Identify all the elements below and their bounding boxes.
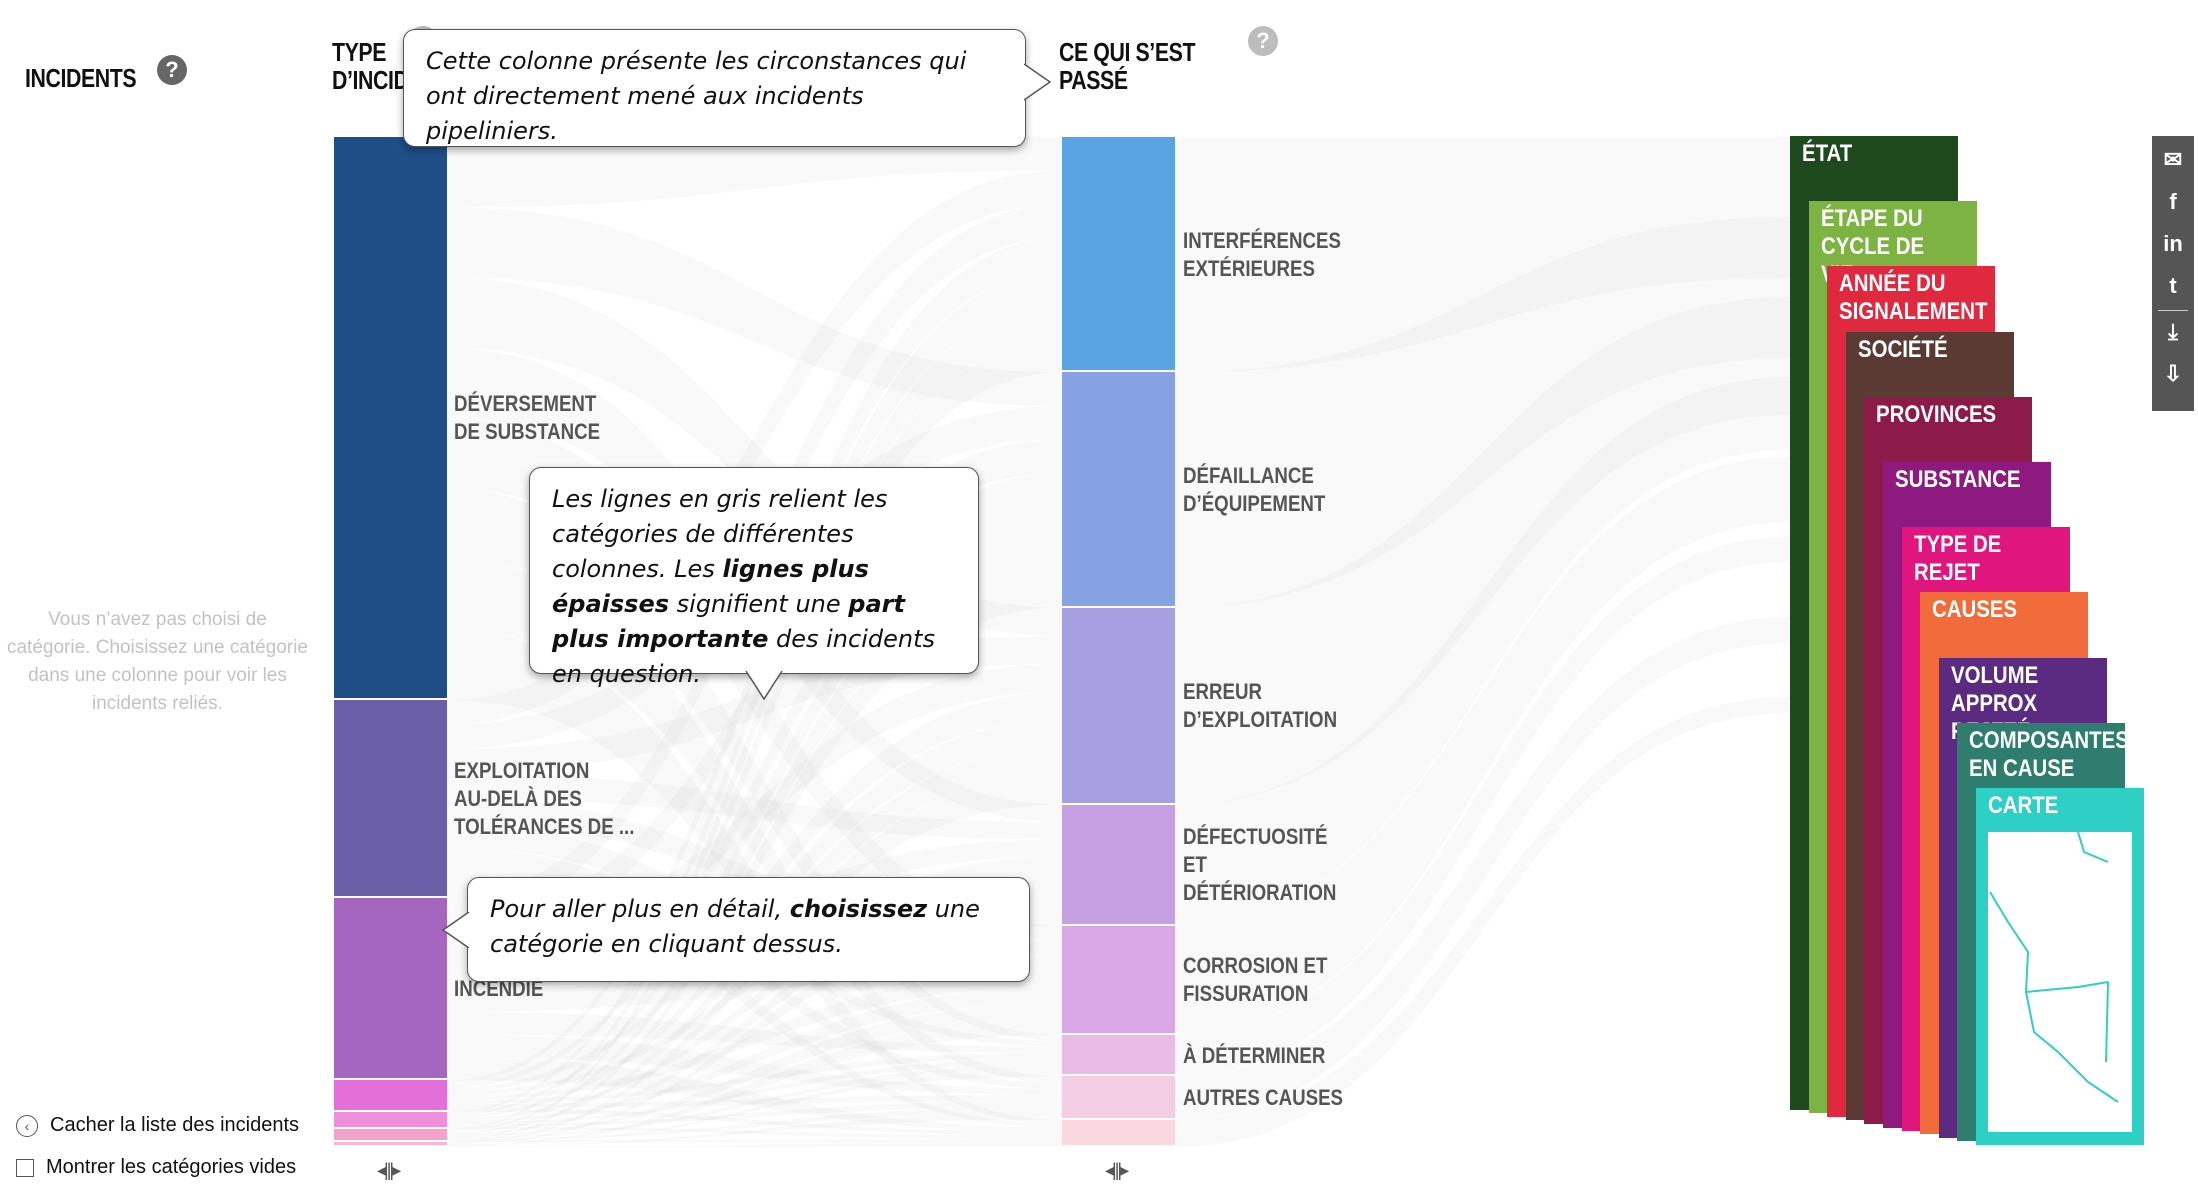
show-empty-categories-label: Montrer les catégories vides [46, 1156, 297, 1178]
empty-selection-message: Vous n’avez pas choisi de catégorie. Cho… [6, 609, 308, 714]
column-card-title: CAUSES [1932, 596, 2018, 624]
what-happened-segment[interactable] [1062, 925, 1175, 1033]
grey-lines-tooltip-pointer [745, 671, 783, 701]
grey-lines-tooltip: Les lignes en gris relient les catégorie… [529, 467, 979, 688]
incidents-help-icon[interactable]: ? [157, 55, 187, 85]
what-happened-label[interactable]: AUTRES CAUSES [1183, 1085, 1344, 1110]
detail-tooltip-pointer [441, 912, 470, 948]
what-happened-label[interactable]: DÉFECTUOSITÉ ET DÉTÉRIORATION [1183, 824, 1337, 906]
linkedin-icon[interactable]: in [2163, 231, 2183, 256]
column-card[interactable]: CARTE [1976, 788, 2144, 1145]
column-info-tooltip-pointer [1024, 63, 1052, 101]
column-card-title: ÉTAPE DU CYCLE DE VIE [1820, 205, 1924, 288]
detail-text-b: choisissez [789, 895, 928, 923]
type-incident-header-line1: TYPE [332, 37, 387, 67]
incident-type-segment[interactable] [334, 137, 447, 698]
image-download-icon[interactable]: ⤓ [2168, 319, 2178, 344]
what-happened-segment[interactable] [1062, 372, 1175, 606]
incident-type-segment[interactable] [334, 1111, 447, 1127]
show-empty-categories-option[interactable]: Montrer les catégories vides [16, 1156, 296, 1179]
what-happened-segment[interactable] [1062, 1119, 1175, 1145]
incident-type-label[interactable]: EXPLOITATION AU-DELÀ DES TOLÉRANCES DE .… [454, 757, 635, 839]
show-empty-categories-checkbox[interactable] [16, 1158, 34, 1177]
what-happened-segment[interactable] [1062, 804, 1175, 924]
column-card-title: CARTE [1988, 792, 2059, 819]
hide-incident-list-label: Cacher la liste des incidents [50, 1114, 300, 1136]
what-happened-help-icon[interactable]: ? [1248, 26, 1278, 56]
grey-lines-text-b: lignes plus épaisses [552, 555, 869, 618]
incident-type-drag-handle[interactable]: ◂|||▸ [377, 1160, 401, 1180]
column-card-title: ANNÉE DU SIGNALEMENT [1839, 270, 1988, 326]
what-happened-label[interactable]: INTERFÉRENCES EXTÉRIEURES [1183, 227, 1341, 281]
detail-tooltip: Pour aller plus en détail, choisissez un… [467, 877, 1030, 982]
incident-type-segment[interactable] [334, 699, 447, 896]
what-happened-segment[interactable] [1062, 1034, 1175, 1075]
collapse-arrow-icon: ‹ [16, 1114, 38, 1137]
column-card-title: PROVINCES [1876, 400, 1997, 428]
incident-type-label[interactable]: DÉVERSEMENT DE SUBSTANCE [454, 391, 601, 445]
column-card-title: SOCIÉTÉ [1857, 335, 1948, 363]
share-toolbar: ✉ f in t ⤓ ⇩ [2152, 136, 2194, 411]
facebook-icon[interactable]: f [2169, 189, 2177, 214]
what-happened-segment[interactable] [1062, 607, 1175, 803]
data-download-icon[interactable]: ⇩ [2163, 361, 2183, 386]
column-card-title: ÉTAT [1802, 140, 1853, 167]
what-happened-header-line2: PASSÉ [1059, 65, 1128, 95]
email-icon[interactable]: ✉ [2163, 147, 2183, 172]
what-happened-header-line1: CE QUI S’EST [1059, 37, 1196, 67]
what-happened-label[interactable]: ERREUR D’EXPLOITATION [1183, 679, 1338, 733]
column-info-text: Cette colonne présente les circonstances… [426, 47, 967, 145]
incident-type-column [334, 137, 447, 1147]
what-happened-segment[interactable] [1062, 1076, 1175, 1118]
incidents-header: INCIDENTS [25, 63, 137, 93]
what-happened-header: CE QUI S’EST PASSÉ [1059, 38, 1195, 94]
what-happened-label[interactable]: CORROSION ET FISSURATION [1183, 953, 1328, 1007]
what-happened-label[interactable]: À DÉTERMINER [1183, 1042, 1326, 1068]
detail-text-c: une catégorie en cliquant dessus. [490, 895, 980, 958]
what-happened-drag-handle[interactable]: ◂|||▸ [1105, 1160, 1129, 1180]
column-card-title: TYPE DE REJET [1913, 531, 2001, 587]
column-info-tooltip: Cette colonne présente les circonstances… [403, 29, 1026, 147]
detail-text-a: Pour aller plus en détail, [490, 895, 790, 923]
incident-type-segment[interactable] [334, 1080, 447, 1110]
incident-type-segment[interactable] [334, 1141, 447, 1145]
what-happened-column [1062, 137, 1175, 1147]
column-card-title: SUBSTANCE [1895, 466, 2021, 493]
incident-type-segment[interactable] [334, 1128, 447, 1140]
share-separator [2158, 310, 2188, 311]
hide-incident-list-toggle[interactable]: ‹ Cacher la liste des incidents [16, 1114, 299, 1137]
what-happened-labels: INTERFÉRENCES EXTÉRIEURES DÉFAILLANCE D’É… [1183, 137, 1503, 1147]
what-happened-segment[interactable] [1062, 137, 1175, 371]
incident-type-segment[interactable] [334, 897, 447, 1079]
map-thumbnail [1988, 832, 2132, 1132]
column-card-title: COMPOSANTES EN CAUSE [1969, 726, 2130, 782]
incident-type-labels: DÉVERSEMENT DE SUBSTANCE EXPLOITATION AU-… [454, 137, 754, 1147]
what-happened-label[interactable]: DÉFAILLANCE D’ÉQUIPEMENT [1183, 462, 1326, 516]
twitter-icon[interactable]: t [2169, 273, 2177, 298]
grey-lines-text-a: Les lignes en gris relient les catégorie… [552, 485, 888, 583]
grey-lines-text-d: part plus importante [552, 590, 905, 653]
grey-lines-text-c: signifient une [669, 590, 849, 618]
grey-lines-text-e: des incidents en question. [552, 625, 936, 688]
